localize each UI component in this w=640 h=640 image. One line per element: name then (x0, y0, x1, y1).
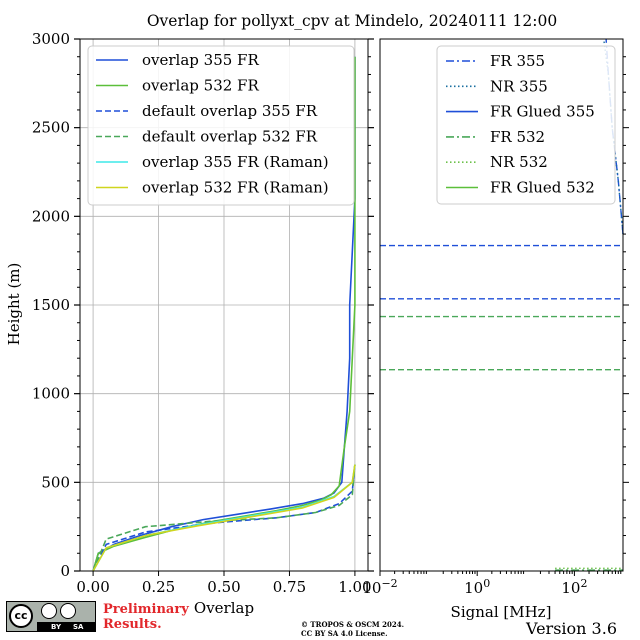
legend-label-1: overlap 532 FR (142, 77, 259, 95)
cc-license-badge: cc BY SA (6, 601, 96, 632)
y-tick-label-4: 2000 (32, 207, 70, 225)
license-strip: BY SA (37, 622, 95, 632)
version-label: Version 3.6 (526, 619, 617, 638)
signal-x-tick-label-0: 10−2 (362, 577, 397, 597)
signal-legend-label-2: FR Glued 355 (490, 103, 595, 121)
legend-signal: FR 355 NR 355 FR Glued 355 FR 532 NR 532 FR G… (436, 45, 616, 205)
copyright-line-2: CC BY SA 4.0 License. (301, 629, 388, 638)
x-axis-label-signal: Signal [MHz] (451, 603, 552, 621)
license-sa-label: SA (73, 623, 84, 631)
legend-label-4: overlap 355 FR (Raman) (142, 153, 329, 171)
preliminary-line-2: Results. (103, 617, 162, 632)
signal-x-tick-label-2: 102 (561, 577, 587, 597)
signal-legend-label-4: NR 532 (490, 153, 548, 171)
signal-panel: 10−2 100 102 FR 355 NR 355 FR Glued 355 FR 532… (362, 38, 629, 597)
legend-box (87, 45, 355, 206)
series-line-5 (92, 464, 356, 572)
y-tick-label-6: 3000 (32, 30, 70, 48)
signal-legend-label-5: FR Glued 532 (490, 179, 595, 197)
x-tick-label-3: 0.75 (273, 578, 306, 596)
legend-label-2: default overlap 355 FR (142, 102, 318, 120)
y-tick-label-3: 1500 (32, 296, 70, 314)
signal-legend-label-1: NR 355 (490, 77, 548, 95)
x-tick-label-2: 0.50 (207, 578, 240, 596)
legend-overlap: overlap 355 FR overlap 532 FR default over… (87, 45, 355, 206)
y-tick-label-1: 500 (41, 473, 70, 491)
legend-label-5: overlap 532 FR (Raman) (142, 179, 329, 197)
y-tick-label-5: 2500 (32, 119, 70, 137)
x-tick-label-0: 0.00 (76, 578, 109, 596)
series-line-2 (92, 464, 356, 572)
signal-legend-label-3: FR 532 (490, 128, 545, 146)
copyright-notice: © TROPOS & OSCM 2024. CC BY SA 4.0 Licen… (301, 620, 404, 638)
copyright-line-1: © TROPOS & OSCM 2024. (301, 620, 405, 629)
overlap-panel: 0.00 0.25 0.50 0.75 1.00 0 500 1000 1500 2000 2500… (32, 30, 374, 596)
series-line-3 (92, 464, 356, 572)
legend-label-3: default overlap 532 FR (142, 128, 318, 146)
preliminary-notice: Preliminary Results. (103, 602, 189, 632)
preliminary-line-1: Preliminary (103, 602, 189, 617)
license-by-label: BY (51, 623, 62, 631)
x-tick-label-4: 1.00 (338, 578, 371, 596)
attribution-icon (41, 603, 57, 619)
share-alike-icon (60, 603, 76, 619)
legend-label-0: overlap 355 FR (142, 51, 259, 69)
series-line-1 (92, 56, 356, 572)
chart-title: Overlap for pollyxt_cpv at Mindelo, 2024… (147, 12, 557, 30)
y-tick-label-2: 1000 (32, 385, 70, 403)
x-axis-label-overlap: Overlap (194, 599, 254, 617)
cc-icon: cc (9, 604, 33, 628)
y-axis-label: Height (m) (5, 263, 23, 346)
x-tick-label-1: 0.25 (142, 578, 175, 596)
y-tick-label-0: 0 (60, 562, 70, 580)
by-sa-icons (41, 603, 91, 621)
legend-box-signal (436, 45, 616, 205)
signal-legend-label-0: FR 355 (490, 52, 545, 70)
signal-x-tick-label-1: 100 (464, 577, 490, 597)
